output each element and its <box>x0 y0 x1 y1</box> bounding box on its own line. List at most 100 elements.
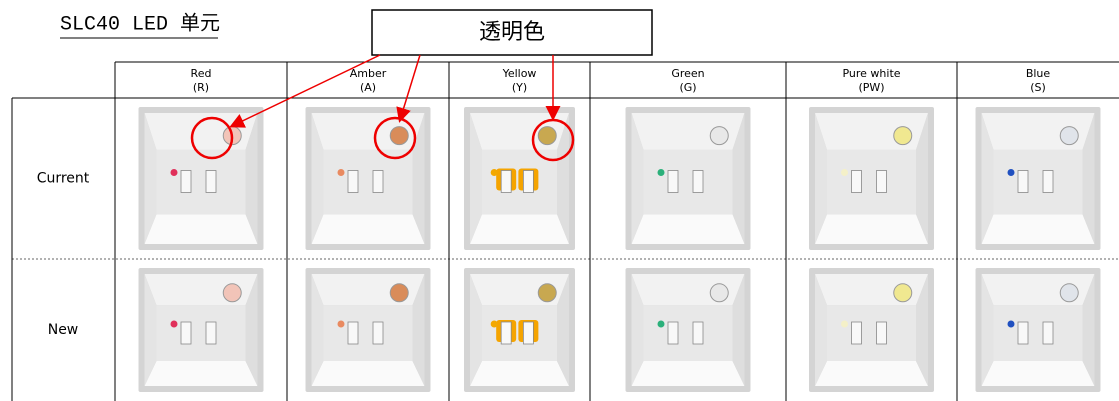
led-photo <box>305 268 431 392</box>
column-header: Yellow <box>502 67 537 80</box>
chip <box>1042 170 1054 193</box>
unit-well <box>156 149 246 215</box>
led-photo <box>975 107 1101 250</box>
unit-frame <box>631 214 745 244</box>
column-header: Red <box>191 67 212 80</box>
unit-frame <box>470 113 482 244</box>
unit-frame <box>732 113 745 244</box>
unit-frame <box>1082 113 1095 244</box>
unit-frame <box>631 361 745 386</box>
chip <box>500 321 512 345</box>
led-photo <box>138 268 264 392</box>
column-code: (G) <box>679 81 696 94</box>
chip-dot <box>170 320 178 328</box>
chip <box>522 321 534 345</box>
arrow <box>229 54 381 128</box>
column-header: Green <box>671 67 704 80</box>
unit-frame <box>470 361 569 386</box>
column-header: Blue <box>1026 67 1051 80</box>
unit-frame <box>631 274 644 386</box>
led-photo <box>625 107 751 250</box>
unit-frame <box>1082 274 1095 386</box>
lens <box>1059 283 1079 303</box>
unit-frame <box>144 361 258 386</box>
led-photo <box>305 107 431 250</box>
chip-dot <box>337 320 345 328</box>
led-photo <box>809 268 934 392</box>
led-photo <box>809 107 934 250</box>
chip <box>692 170 704 193</box>
lens <box>893 126 913 146</box>
annotation: 透明色 <box>190 9 653 162</box>
unit-frame <box>412 113 425 244</box>
unit-frame <box>916 113 928 244</box>
chip <box>500 170 512 193</box>
unit-well <box>827 149 916 215</box>
row-header: New <box>48 322 79 338</box>
highlight-circle <box>190 116 234 160</box>
chip <box>1017 170 1029 193</box>
unit-frame <box>981 274 994 386</box>
unit-frame <box>311 214 425 244</box>
chip-dot <box>1007 169 1015 176</box>
column-code: (Y) <box>512 81 527 94</box>
unit-frame <box>557 113 569 244</box>
chip <box>851 170 862 193</box>
unit-well <box>643 305 733 361</box>
unit-frame <box>144 214 258 244</box>
unit-frame <box>412 274 425 386</box>
lens <box>389 283 409 303</box>
chip-dot <box>490 169 498 176</box>
unit-frame <box>916 274 928 386</box>
unit-frame <box>144 274 157 386</box>
chip <box>1017 321 1029 345</box>
unit-frame <box>311 361 425 386</box>
chip-dot <box>337 169 345 176</box>
unit-frame <box>732 274 745 386</box>
chip <box>180 321 192 345</box>
unit-frame <box>470 214 569 244</box>
row-header: Current <box>37 171 90 187</box>
led-photo <box>975 268 1101 392</box>
arrow <box>396 54 421 123</box>
chip <box>667 321 679 345</box>
unit-frame <box>470 274 482 386</box>
unit-frame <box>981 361 1095 386</box>
chip <box>372 170 384 193</box>
column-code: (A) <box>360 81 376 94</box>
column-code: (R) <box>193 81 209 94</box>
chip <box>347 170 359 193</box>
unit-well <box>993 149 1083 215</box>
unit-well <box>323 305 413 361</box>
lens <box>1059 126 1079 146</box>
unit-well <box>323 149 413 215</box>
lens <box>893 283 913 303</box>
chip <box>522 170 534 193</box>
chip-dot <box>1007 320 1015 328</box>
unit-frame <box>815 361 928 386</box>
chip <box>1042 321 1054 345</box>
callout-text: 透明色 <box>479 20 545 45</box>
column-header: Pure white <box>842 67 900 80</box>
column-code: (PW) <box>858 81 884 94</box>
lens <box>389 126 409 146</box>
unit-frame <box>311 113 324 244</box>
unit-frame <box>245 274 258 386</box>
chip <box>180 170 192 193</box>
unit-frame <box>981 113 994 244</box>
chip <box>667 170 679 193</box>
unit-frame <box>245 113 258 244</box>
lens <box>709 283 729 303</box>
lens <box>222 283 242 303</box>
unit-frame <box>311 274 324 386</box>
unit-well <box>643 149 733 215</box>
chip-dot <box>490 320 498 328</box>
callout-box <box>371 9 653 56</box>
chip <box>851 321 862 345</box>
highlight-circle <box>373 116 417 160</box>
table: Red(R) Amber(A) Yellow(Y) Green(G) Pure whit… <box>11 61 1119 401</box>
led-photo <box>625 268 751 392</box>
unit-frame <box>631 113 644 244</box>
column-code: (S) <box>1030 81 1046 94</box>
